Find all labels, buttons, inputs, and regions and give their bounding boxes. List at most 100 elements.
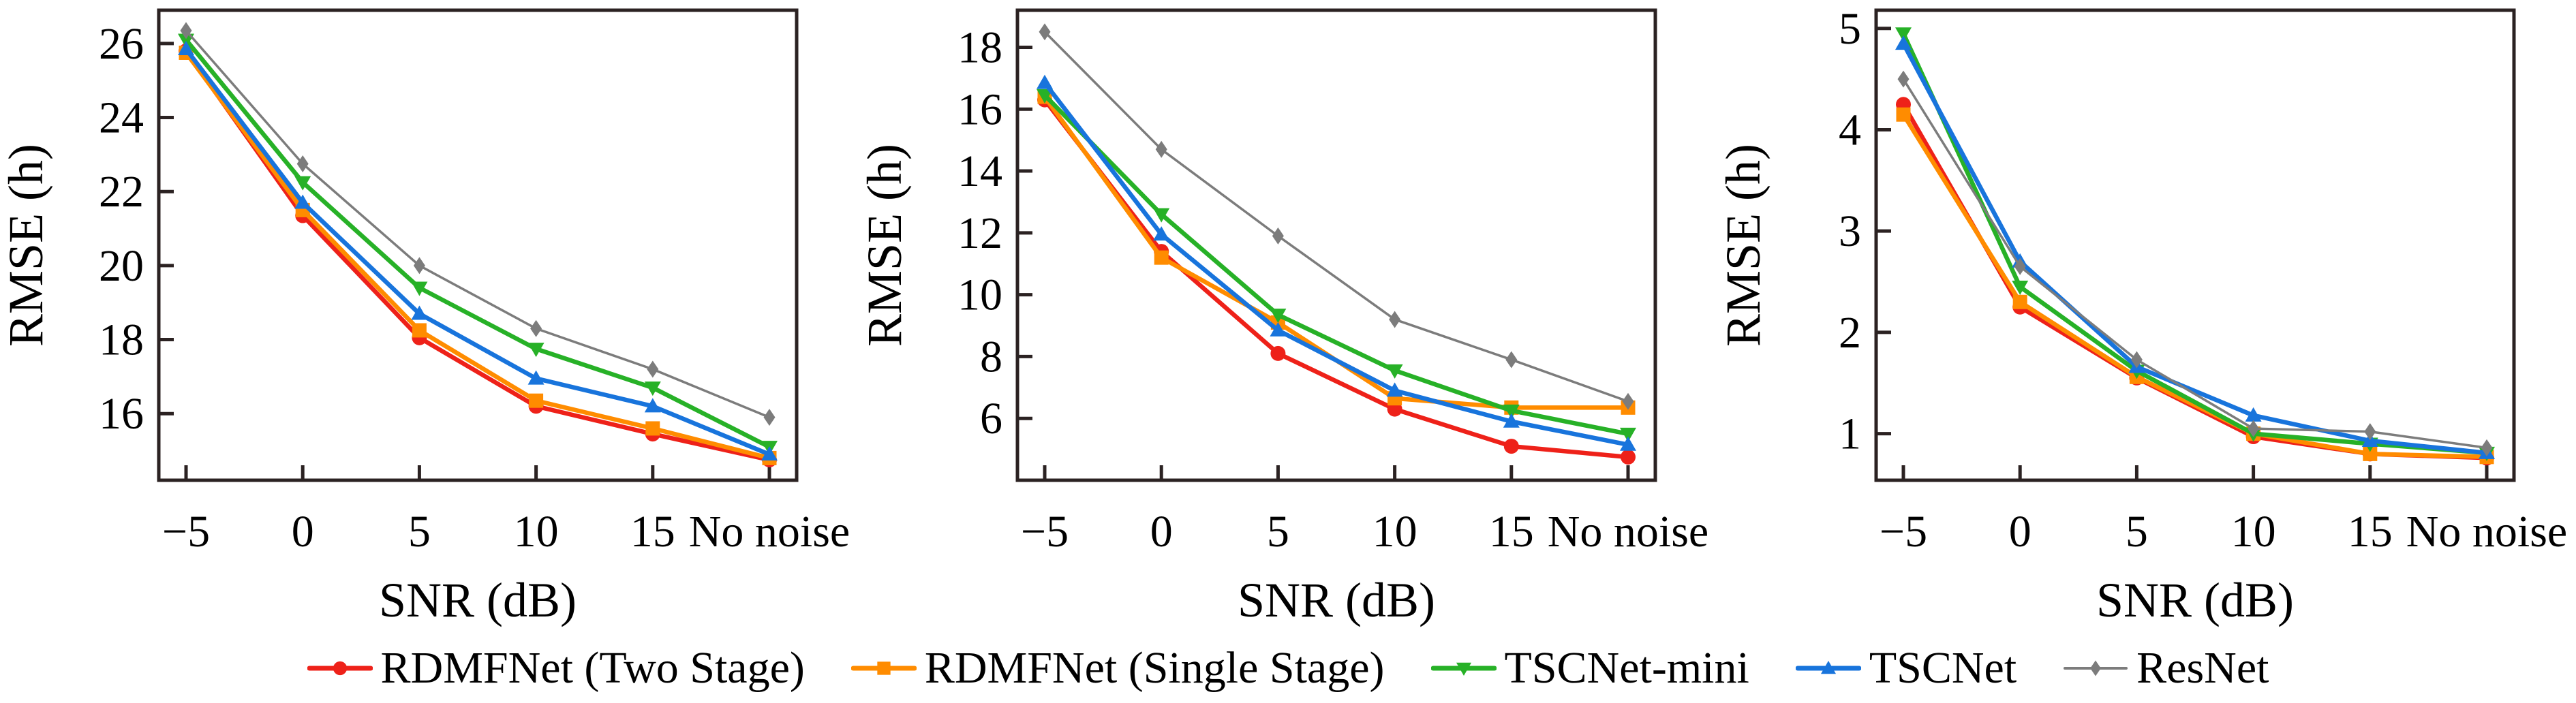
data-point-diamond [530,319,542,337]
data-point-triangle-down [1386,364,1403,379]
x-tick-label: No noise [1548,507,1708,557]
y-tick-label: 16 [957,84,1002,134]
series-line [1042,97,1631,460]
square-marker-icon [850,653,917,683]
data-point-triangle-up [1895,35,1912,50]
chart-rmse-snr-2: 6 8 10 12 14 16 18 −5 0 5 10 15 No noise RMSE (h) SNR … [859,8,1708,627]
x-tick-label: −5 [1880,507,1927,557]
x-axis-label: SNR (dB) [2096,573,2294,627]
series-line [1902,78,2488,450]
series-line [183,37,772,450]
x-tick-label: 15 [2348,507,2393,557]
x-tick-label: 5 [1267,507,1289,557]
y-tick-label: 8 [980,332,1002,381]
data-point-triangle-down [1503,404,1520,419]
data-point-square [2363,446,2378,461]
data-point-square [645,421,660,436]
x-tick-label: −5 [1021,507,1069,557]
data-point-triangle-down [1620,427,1636,442]
data-point-diamond [413,257,425,275]
data-point-triangle-down [1270,309,1287,324]
y-tick-label: 6 [980,394,1002,443]
data-point-diamond [647,360,659,378]
series-line [1043,31,1629,403]
data-point-diamond [1622,392,1634,410]
data-point-triangle-up [1386,382,1403,397]
plot-frame [1874,8,2516,482]
x-tick-label: 5 [2126,507,2148,557]
y-axis-label: RMSE (h) [859,144,912,347]
data-point-circle [333,661,347,676]
data-point-triangle-up [1820,660,1836,674]
data-point-square [1896,107,1911,122]
data-point-triangle-down [1037,89,1053,104]
data-point-diamond [1272,227,1284,245]
data-point-square [412,323,427,338]
chart-rmse-snr-1: 16 18 20 22 24 26 −5 0 5 10 15 No noise RMSE (h) SNR … [0,8,850,627]
data-point-diamond [2248,420,2260,437]
data-point-triangle-down [644,381,661,396]
series-line [183,46,772,457]
panel-rmse-right: 1 2 3 4 5 −5 0 5 10 15 No noise RMSE (h) SNR (dB) [1717,0,2576,634]
data-point-triangle-up [1270,322,1287,337]
x-tick-label: 10 [1373,507,1417,557]
y-tick-label: 24 [99,93,144,143]
series-line [183,48,772,463]
data-point-triangle-down [2012,280,2029,295]
legend-label: TSCNet-mini [1504,643,1749,693]
x-axis-label: SNR (dB) [379,573,577,627]
data-point-triangle-down [294,176,311,191]
data-point-square [877,661,891,675]
data-point-diamond [1897,70,1910,88]
data-point-triangle-up [411,305,428,320]
legend-item-rdmfnet-two-stage: RDMFNet (Two Stage) [307,646,805,691]
legend-label: ResNet [2136,643,2269,693]
legend: RDMFNet (Two Stage) RDMFNet (Single Stag… [0,634,2576,703]
y-tick-label: 1 [1839,409,1861,459]
circle-marker-icon [307,653,373,683]
data-point-triangle-up [294,194,311,209]
data-point-triangle-down [411,281,428,296]
data-point-square [529,393,544,408]
legend-item-rdmfnet-single-stage: RDMFNet (Single Stage) [850,646,1385,691]
data-point-diamond [1155,140,1167,158]
data-point-diamond [2364,423,2376,441]
data-point-triangle-up [2245,407,2262,422]
data-point-triangle-down [1456,662,1471,676]
diamond-marker-icon [2063,653,2128,683]
y-tick-label: 20 [99,241,144,291]
panel-rmse-middle: 6 8 10 12 14 16 18 −5 0 5 10 15 No noise RMSE (h) SNR … [859,0,1717,634]
x-tick-label: −5 [162,507,210,557]
plot-frame [1015,8,1657,482]
data-point-diamond [2090,660,2101,676]
data-point-square [1154,250,1169,265]
y-tick-label: 18 [99,315,144,365]
triangle-down-marker-icon [1430,653,1497,683]
triangle-up-marker-icon [1795,653,1861,683]
x-tick-label: 10 [2231,507,2276,557]
data-point-triangle-up [644,398,661,413]
data-point-diamond [763,409,776,426]
data-point-diamond [2130,351,2143,369]
plot-frame [157,8,799,482]
data-point-triangle-down [1895,27,1912,42]
y-tick-label: 10 [957,270,1002,320]
legend-item-tscnet: TSCNet [1795,646,2017,691]
y-tick-label: 18 [957,22,1002,72]
x-axis-label: SNR (dB) [1238,573,1435,627]
legend-item-resnet: ResNet [2063,646,2269,691]
data-point-diamond [296,155,309,172]
series-line [1901,41,2489,456]
legend-label: RDMFNet (Two Stage) [380,643,805,693]
y-tick-label: 22 [99,167,144,217]
series-line [1901,31,2489,456]
x-tick-label: 0 [2009,507,2031,557]
legend-item-tscnet-mini: TSCNet-mini [1430,643,1749,693]
y-tick-label: 26 [99,19,144,69]
data-point-circle [1270,345,1286,361]
x-tick-label: No noise [2406,507,2567,557]
series-line [185,29,771,419]
panel-rmse-left: 16 18 20 22 24 26 −5 0 5 10 15 No noise RMSE (h) SNR … [0,0,859,634]
series-line [1901,112,2489,460]
y-tick-label: 4 [1839,105,1861,155]
